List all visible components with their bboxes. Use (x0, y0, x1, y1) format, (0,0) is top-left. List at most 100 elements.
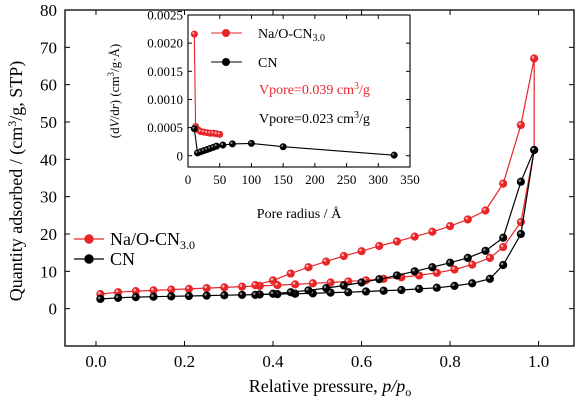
data-point (375, 275, 384, 284)
inset-series-group (190, 30, 398, 159)
data-point-marker (530, 54, 539, 63)
data-point-highlight (500, 244, 504, 248)
data-point-highlight (270, 277, 274, 281)
data-point (219, 141, 227, 149)
data-point-highlight (292, 281, 296, 285)
data-point-marker (251, 281, 260, 290)
data-point (237, 290, 247, 299)
inset-annotation-na-vpore: Vpore=0.039 cm3/g (259, 81, 370, 98)
data-point (304, 286, 313, 295)
data-point (463, 215, 472, 224)
data-point (114, 288, 123, 297)
x-tick-label: 100 (242, 172, 262, 187)
data-point-marker (481, 206, 490, 215)
data-point (516, 120, 525, 130)
data-point-marker (291, 280, 300, 289)
data-point-highlight (151, 287, 154, 291)
y-tick-label: 0.0010 (147, 92, 183, 107)
x-tick-label: 0.2 (174, 352, 195, 371)
data-point-highlight (192, 32, 195, 35)
data-point-marker (308, 279, 317, 288)
data-point-highlight (97, 296, 101, 300)
data-point-marker (499, 242, 508, 252)
data-point (445, 258, 455, 267)
data-point-marker (432, 283, 441, 292)
data-point-highlight (398, 287, 402, 291)
data-point (450, 265, 459, 274)
data-point-highlight (186, 286, 190, 290)
y-tick-label: 70 (40, 38, 57, 57)
data-point-marker (445, 222, 455, 231)
main-x-axis-label: Relative pressure, p/po (249, 376, 411, 399)
inset-legend-label-cn: CN (258, 56, 277, 71)
data-point (220, 283, 229, 292)
data-point-highlight (469, 280, 473, 284)
data-point-highlight (195, 150, 198, 154)
data-point-marker (202, 291, 211, 300)
data-point-marker (361, 287, 371, 296)
data-point-highlight (221, 284, 225, 288)
data-point-marker (379, 286, 388, 295)
data-point-marker (485, 274, 495, 283)
data-point-marker (530, 145, 539, 155)
data-point (468, 279, 477, 288)
data-point (339, 281, 348, 290)
data-point (190, 30, 198, 38)
data-point-marker (463, 215, 472, 224)
data-point (131, 292, 140, 302)
data-point-marker (304, 263, 313, 272)
data-point (202, 291, 211, 300)
data-point-marker (268, 289, 278, 298)
data-point (481, 246, 490, 255)
data-point-highlight (469, 262, 473, 265)
data-point-marker (375, 241, 384, 251)
main-axis-ticks: 0.0 0.2 0.4 0.6 0.8 1.0 0 10 20 30 40 50 60 70 80 (40, 1, 574, 371)
data-point-marker (216, 130, 224, 138)
data-point-highlight (214, 144, 217, 147)
data-point (450, 281, 459, 290)
data-point-marker (450, 281, 459, 290)
data-point-marker (499, 233, 508, 242)
data-point (397, 285, 406, 295)
data-point (379, 286, 388, 295)
main-legend-label-cn: CN (110, 249, 135, 269)
data-point-highlight (381, 288, 384, 291)
data-point-marker (279, 143, 287, 151)
data-point (499, 260, 508, 270)
y-tick-label: 0 (177, 148, 184, 163)
data-point-highlight (363, 289, 367, 292)
data-point-highlight (531, 147, 535, 151)
data-point (410, 267, 419, 276)
x-tick-label: 250 (337, 172, 357, 187)
data-point-highlight (208, 146, 211, 149)
data-point-highlight (204, 293, 207, 296)
data-point (308, 279, 317, 288)
data-point-highlight (328, 280, 331, 283)
data-point (339, 251, 348, 261)
data-point (445, 222, 455, 231)
data-point-marker (392, 271, 402, 280)
data-point-highlight (204, 147, 208, 150)
y-tick-label: 10 (40, 262, 57, 281)
data-point-highlight (392, 153, 395, 156)
data-point (286, 288, 295, 297)
data-point-highlight (465, 216, 468, 220)
data-point-highlight (500, 262, 504, 266)
main-y-axis-label: Quantity adsorbed / (cm3/g, STP) (5, 61, 27, 301)
data-point-highlight (452, 283, 455, 287)
data-point (167, 292, 176, 301)
data-point (344, 288, 353, 297)
data-point-marker (237, 290, 247, 299)
data-point (251, 290, 260, 299)
y-tick-label: 20 (40, 225, 57, 244)
data-point-marker (202, 284, 211, 293)
x-tick-label: 1.0 (528, 352, 549, 371)
data-point-highlight (281, 144, 284, 147)
data-point-highlight (97, 291, 101, 295)
data-point-highlight (518, 122, 522, 126)
data-point-marker (114, 293, 123, 302)
data-point (220, 291, 229, 300)
data-point-highlight (133, 294, 137, 298)
y-tick-label: 0.0025 (147, 8, 183, 23)
data-point-highlight (198, 129, 201, 132)
